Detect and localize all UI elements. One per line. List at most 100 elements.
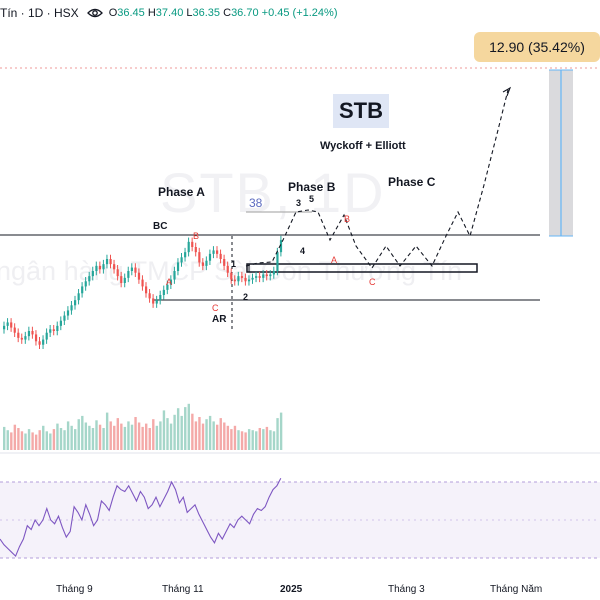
candle-body [56,325,59,331]
volume-bar [201,423,205,450]
volume-bar [194,421,198,450]
volume-bar [152,419,155,450]
candle-body [155,300,158,304]
volume-bar [59,428,63,450]
volume-bar [159,421,162,450]
volume-bar [205,419,208,450]
x-tick-thang-9: Tháng 9 [56,584,93,595]
volume-bar [88,425,91,450]
volume-bar [123,426,127,450]
volume-bar [84,422,88,450]
volume-bar [219,418,222,450]
candle-body [194,247,197,253]
volume-bar [56,423,59,450]
bc-label: BC [153,221,168,232]
eye-icon[interactable] [86,7,103,19]
close-value: 36.70 [231,7,259,19]
candle-body [198,252,201,263]
candle-body [42,339,45,345]
volume-bar [145,423,148,450]
phase-c-label: Phase C [388,175,436,189]
volume-bar [237,430,240,450]
volume-bar [95,420,98,450]
volume-bar [272,431,276,450]
volume-bar [120,423,123,450]
volume-bar [184,407,187,450]
candle-body [63,315,66,321]
strategy-subtitle: Wyckoff + Elliott [320,140,406,152]
phase-b-label: Phase B [288,180,336,194]
candle-body [120,276,123,283]
volume-bar [17,428,20,450]
volume-bar [70,425,73,450]
candle-body [31,331,34,335]
wave-label-a2: A [331,255,338,265]
candle-body [276,252,279,271]
candle-body [219,253,222,259]
volume-bar [105,412,109,450]
candle-body [116,269,119,277]
candle-body [3,325,6,330]
change-value: +0.45 (+1.24%) [261,7,338,19]
volume-bar [74,429,77,450]
candle-body [240,276,244,278]
candle-body [272,271,275,275]
candle-body [84,281,87,287]
volume-bar [45,431,48,450]
candle-body [212,250,215,254]
volume-bar [3,426,6,450]
candle-body [24,336,27,340]
volume-bar [226,425,230,450]
candle-body [152,298,155,304]
volume-bar [113,425,116,450]
volume-bar [247,429,251,450]
volume-bar [38,430,41,450]
wave-label-4: 4 [300,246,306,256]
low-label: L [186,7,193,19]
candle-body [81,286,84,294]
candle-body [244,277,247,282]
candle-body [216,250,219,254]
candle-body [123,277,126,283]
candle-body [255,276,258,278]
volume-bar [162,410,166,450]
symbol-title[interactable]: Tín · 1D · HSX [0,6,79,20]
volume-bar [141,426,144,450]
volume-bar [155,425,159,450]
candle-body [169,279,173,285]
volume-bar [191,413,194,450]
volume-bar [276,418,279,450]
candle-body [166,284,169,290]
close-label: C [223,7,232,19]
volume-bar [98,424,102,450]
candle-body [34,334,38,342]
candle-body [258,276,261,278]
volume-bar [20,431,24,450]
wave-label-a1: A [166,277,173,287]
candle-body [279,240,283,253]
ohlc-values: O36.45 H37.40 L36.35 C36.70 +0.45 (+1.24… [109,7,338,19]
candle-body [162,289,165,295]
phase-a-label: Phase A [158,185,205,199]
candle-body [102,264,105,270]
volume-bar [198,417,201,450]
fib-38-label: 38 [249,196,263,210]
wave-label-b2: B [344,214,351,224]
volume-bar [52,429,56,450]
volume-bar [63,430,66,450]
volume-bar [130,424,134,450]
volume-bar [31,432,34,450]
candle-body [173,271,176,280]
volume-bar [180,415,183,450]
wave-label-c1: C [212,303,219,313]
candle-body [187,241,190,253]
volume-bar [187,403,190,450]
open-label: O [108,7,118,19]
candle-body [109,259,112,265]
candle-body [127,271,130,278]
volume-bar [212,421,215,450]
volume-bar [258,428,261,450]
candle-body [105,259,109,265]
candle-body [77,293,80,301]
